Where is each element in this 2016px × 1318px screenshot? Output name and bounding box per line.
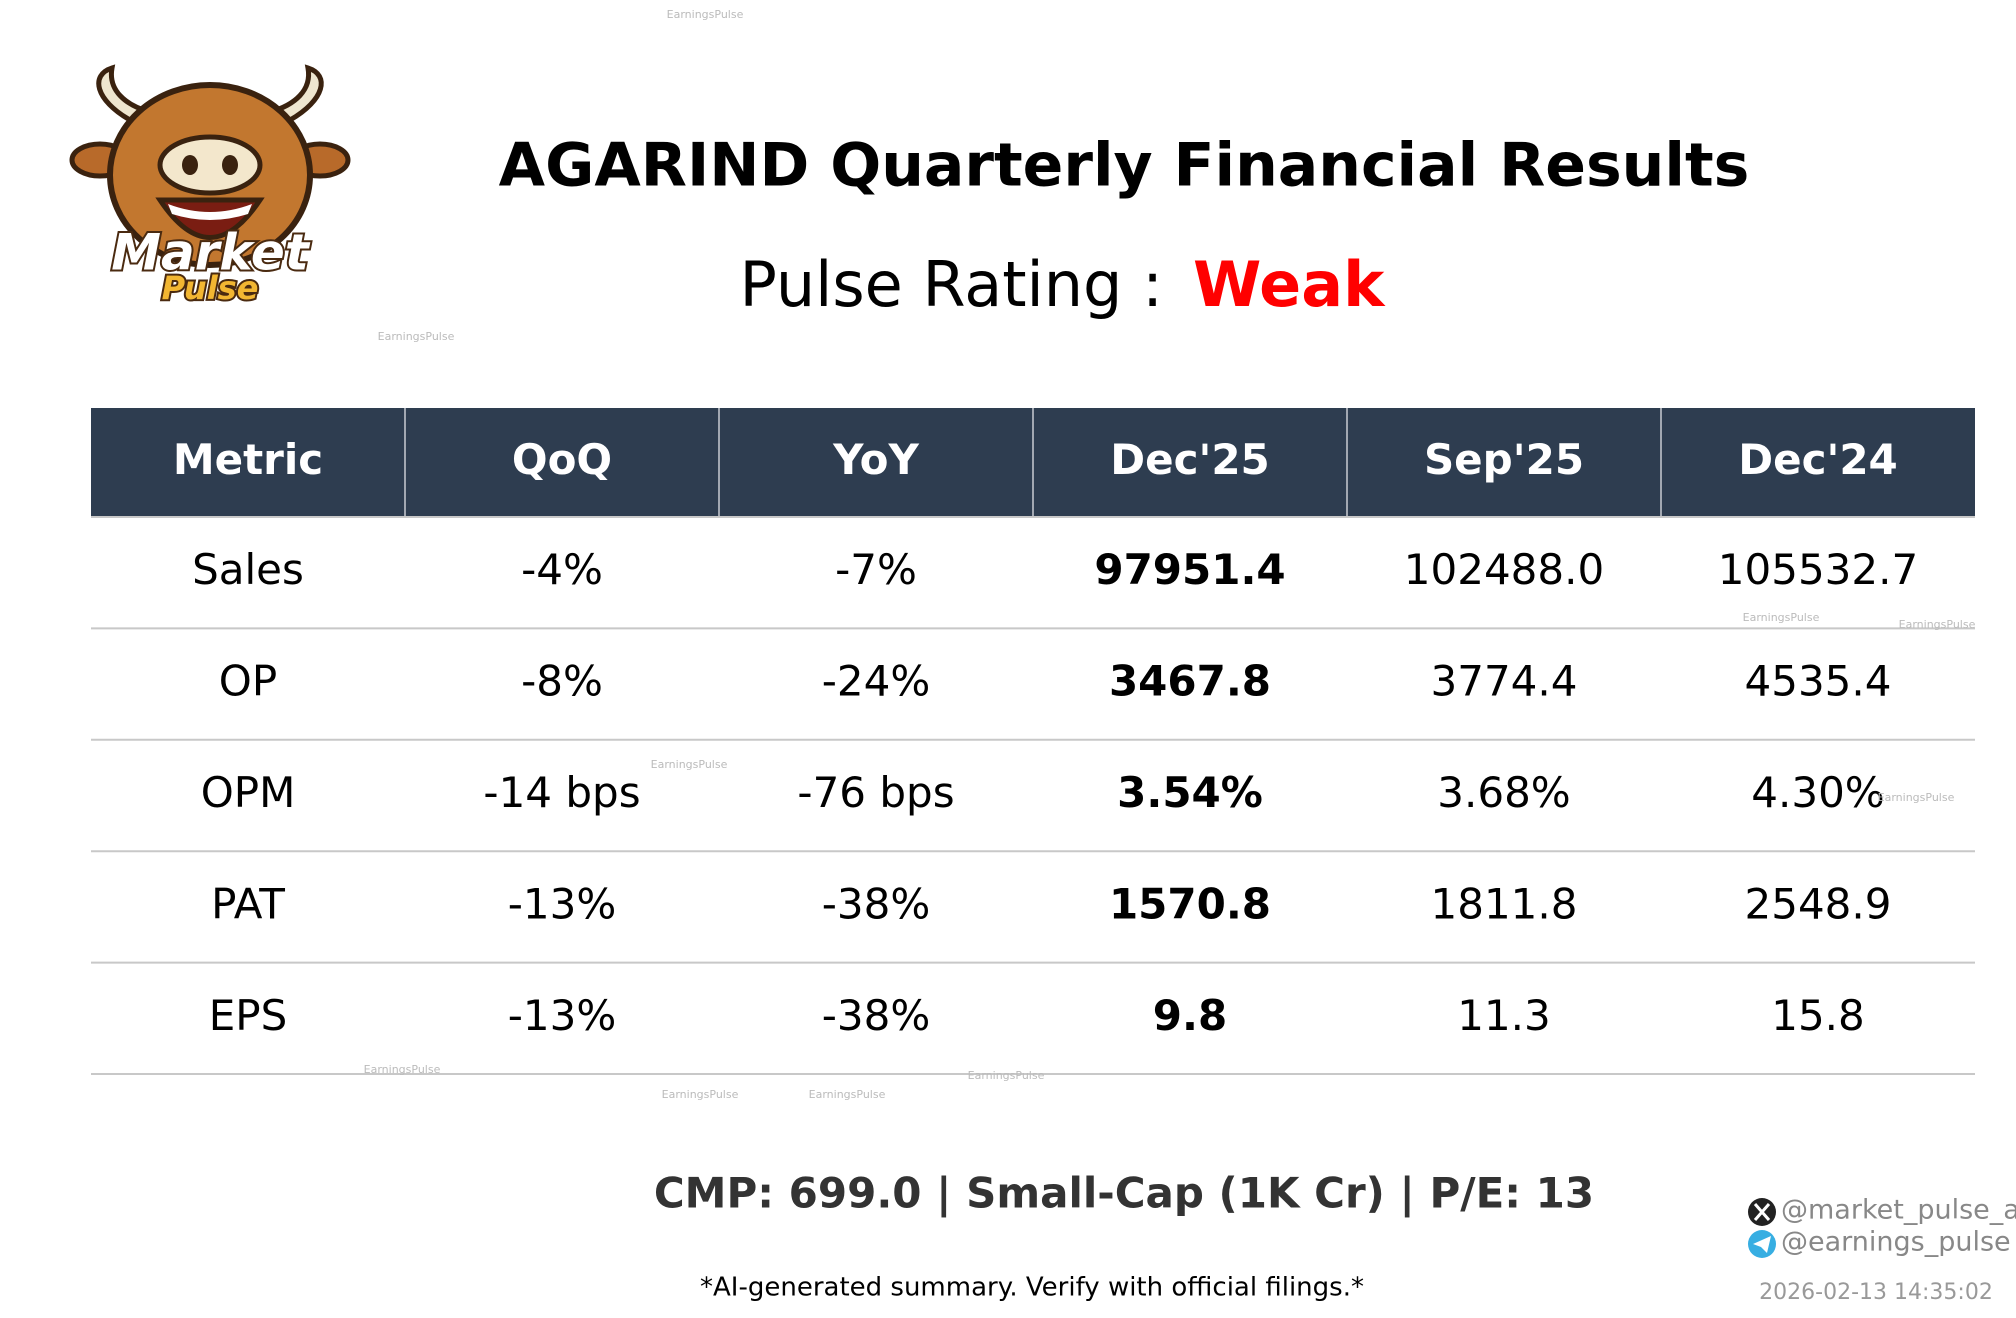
metric-name: Sales <box>192 545 304 594</box>
watermark: EarningsPulse <box>1878 791 1955 804</box>
cell: -8% <box>521 657 603 706</box>
rating-label: Pulse Rating : <box>740 248 1163 321</box>
header-cell: Sep'25 <box>1424 435 1584 484</box>
watermark: EarningsPulse <box>968 1069 1045 1082</box>
metric-name: OP <box>219 657 277 706</box>
header-cell: Dec'24 <box>1738 435 1898 484</box>
cell: -7% <box>835 545 917 594</box>
cell: 102488.0 <box>1404 545 1604 594</box>
cell: -13% <box>508 879 617 928</box>
watermark: EarningsPulse <box>809 1088 886 1101</box>
cell: 3774.4 <box>1431 657 1578 706</box>
summary: CMP: 699.0 | Small-Cap (1K Cr) | P/E: 13 <box>654 1169 1594 1218</box>
cell: -14 bps <box>483 768 640 817</box>
metric-name: EPS <box>209 991 288 1040</box>
cell: 2548.9 <box>1745 879 1892 928</box>
logo-text: Market <box>111 224 311 282</box>
cell: 4.30% <box>1751 768 1884 817</box>
cell: 97951.4 <box>1094 545 1285 594</box>
logo: Market Pulse <box>69 64 351 309</box>
x-handle: @market_pulse_ai <box>1781 1195 2016 1226</box>
cell: 15.8 <box>1771 991 1865 1040</box>
metric-name: PAT <box>211 879 285 928</box>
cell: 3467.8 <box>1109 657 1271 706</box>
watermark: EarningsPulse <box>651 758 728 771</box>
table: Metric QoQ YoY Dec'25 Sep'25 Dec'24 Sales -4% -7… <box>91 408 1975 1075</box>
disclaimer: *AI-generated summary. Verify with offic… <box>700 1273 1364 1303</box>
header-cell: Dec'25 <box>1110 435 1270 484</box>
watermark: EarningsPulse <box>1899 618 1976 631</box>
cell: 3.54% <box>1117 768 1263 817</box>
cell: -4% <box>521 545 603 594</box>
cell: 1811.8 <box>1431 879 1578 928</box>
watermark: EarningsPulse <box>378 330 455 343</box>
header-cell: QoQ <box>512 435 612 484</box>
cell: 11.3 <box>1457 991 1551 1040</box>
title: AGARIND Quarterly Financial Results <box>499 131 1750 201</box>
watermark: EarningsPulse <box>662 1088 739 1101</box>
telegram-handle: @earnings_pulse <box>1781 1227 2011 1258</box>
cell: 9.8 <box>1153 991 1227 1040</box>
cell: 4535.4 <box>1745 657 1892 706</box>
cell: -13% <box>508 991 617 1040</box>
cell: -76 bps <box>797 768 954 817</box>
logo-text: Pulse <box>162 269 259 307</box>
cell: -24% <box>822 657 931 706</box>
cell: 3.68% <box>1437 768 1570 817</box>
header-cell: Metric <box>173 435 323 484</box>
cell: -38% <box>822 879 931 928</box>
cell: 1570.8 <box>1109 879 1271 928</box>
watermark: EarningsPulse <box>364 1063 441 1076</box>
header-cell: YoY <box>832 435 919 484</box>
metric-name: OPM <box>201 768 296 817</box>
rating-value: Weak <box>1193 248 1386 321</box>
cell: -38% <box>822 991 931 1040</box>
timestamp: 2026-02-13 14:35:02 <box>1759 1280 1993 1305</box>
cell: 105532.7 <box>1718 545 1918 594</box>
telegram-icon <box>1748 1230 1776 1258</box>
watermark: EarningsPulse <box>1743 611 1820 624</box>
watermark: EarningsPulse <box>667 8 744 21</box>
x-icon <box>1748 1198 1776 1226</box>
